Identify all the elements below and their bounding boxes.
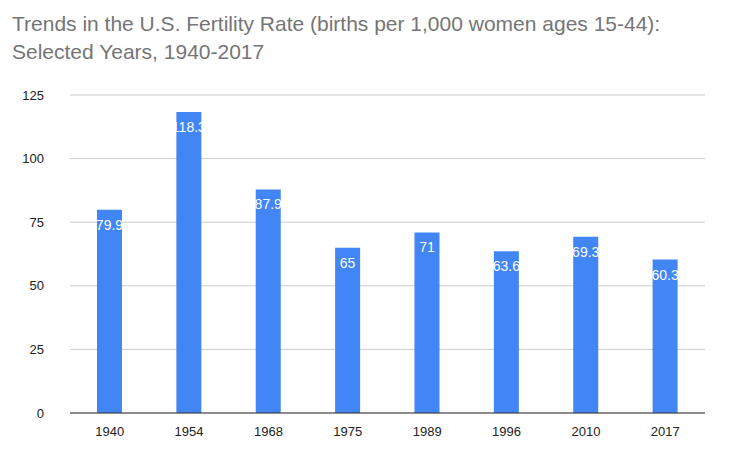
html-text:Trends in the U.S. Fertility R: Trends in the U.S. Fertility Rate (birth…	[12, 12, 661, 63]
svg-text:1975: 1975	[333, 424, 362, 439]
svg-text:69.3: 69.3	[572, 244, 599, 260]
svg-text:100: 100	[22, 151, 44, 166]
svg-text:2010: 2010	[571, 424, 600, 439]
svg-text:1989: 1989	[413, 424, 442, 439]
svg-text:118.3: 118.3	[172, 119, 206, 135]
svg-text:75: 75	[30, 215, 44, 230]
svg-text:0: 0	[37, 406, 44, 421]
svg-text:1996: 1996	[492, 424, 521, 439]
svg-text:50: 50	[30, 278, 44, 293]
svg-text:63.6: 63.6	[493, 258, 520, 274]
svg-text:1968: 1968	[254, 424, 283, 439]
svg-text:2017: 2017	[651, 424, 680, 439]
svg-text:87.9: 87.9	[255, 196, 282, 212]
svg-text:25: 25	[30, 342, 44, 357]
svg-text:1954: 1954	[175, 424, 204, 439]
svg-text:65: 65	[340, 255, 356, 271]
svg-text:125: 125	[22, 88, 44, 103]
svg-text:71: 71	[419, 239, 435, 255]
svg-text:79.9: 79.9	[96, 217, 123, 233]
svg-text:1940: 1940	[95, 424, 124, 439]
svg-text:60.3: 60.3	[651, 267, 678, 283]
